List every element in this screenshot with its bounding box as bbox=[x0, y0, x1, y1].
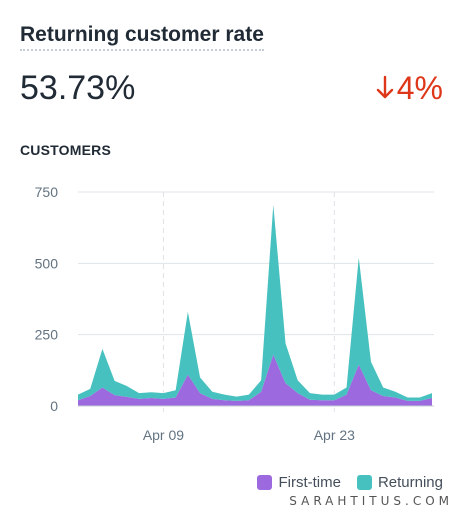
customers-chart[interactable]: 0 250 500 750 Apr 09 Apr 23 bbox=[0, 170, 469, 450]
x-tick-label: Apr 09 bbox=[143, 427, 184, 443]
legend-swatch-returning bbox=[356, 475, 372, 490]
section-label: CUSTOMERS bbox=[20, 142, 111, 158]
arrow-down-icon bbox=[376, 75, 393, 99]
metric-change-value: 4% bbox=[396, 70, 443, 106]
card-title[interactable]: Returning customer rate bbox=[20, 24, 264, 51]
y-tick-label: 250 bbox=[35, 327, 59, 343]
legend-swatch-first-time bbox=[257, 475, 273, 490]
watermark: SARAHTITUS.COM bbox=[289, 494, 453, 508]
x-tick-label: Apr 23 bbox=[314, 427, 355, 443]
legend-item-returning[interactable]: Returning bbox=[356, 474, 443, 491]
legend-label-returning: Returning bbox=[377, 474, 443, 491]
y-tick-label: 0 bbox=[50, 398, 58, 414]
metric-value: 53.73% bbox=[20, 69, 136, 107]
area-returning bbox=[78, 204, 432, 401]
area-first-time bbox=[78, 354, 432, 406]
legend-item-first-time[interactable]: First-time bbox=[257, 474, 341, 491]
chart-legend: First-time Returning bbox=[241, 474, 443, 491]
y-tick-label: 500 bbox=[35, 255, 59, 271]
legend-label-first-time: First-time bbox=[278, 474, 341, 491]
metric-change: 4% bbox=[375, 68, 443, 108]
y-tick-label: 750 bbox=[35, 184, 59, 200]
